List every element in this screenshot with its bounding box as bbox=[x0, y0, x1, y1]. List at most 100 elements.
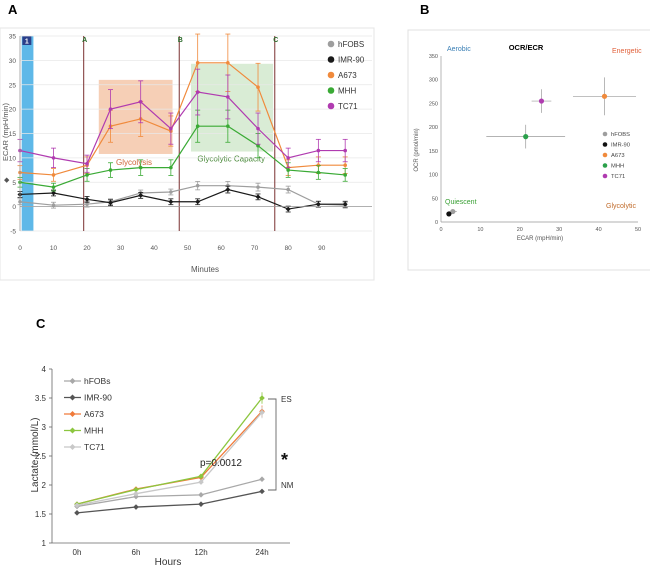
a-legend-marker bbox=[327, 87, 335, 94]
glycolytic-capacity-region bbox=[190, 63, 274, 152]
panel-b-frame bbox=[407, 29, 650, 271]
b-legend-marker bbox=[602, 163, 608, 168]
panel-b-xlabel: ECAR (mpH/min) bbox=[517, 236, 563, 242]
a-point bbox=[226, 95, 230, 99]
c-bracket bbox=[268, 398, 277, 491]
c-legend-label: TC71 bbox=[84, 442, 105, 452]
c-xtick-label: 0h bbox=[73, 548, 82, 557]
a-xtick-label: 40 bbox=[150, 245, 158, 252]
a-point bbox=[138, 165, 143, 170]
b-xtick-label: 40 bbox=[596, 227, 602, 233]
a-xtick-label: 10 bbox=[50, 245, 58, 252]
b-legend-label: hFOBS bbox=[611, 132, 630, 138]
b-ytick-label: 350 bbox=[429, 54, 438, 60]
panel-a-frame bbox=[0, 27, 375, 281]
a-legend-marker bbox=[327, 40, 335, 48]
c-point bbox=[259, 488, 265, 495]
c-point bbox=[259, 476, 265, 482]
b-legend-label: MHH bbox=[611, 164, 624, 170]
a-point bbox=[226, 124, 230, 128]
c-ytick-label: 3.5 bbox=[35, 394, 47, 403]
b-xtick-label: 20 bbox=[517, 227, 523, 233]
c-point bbox=[74, 502, 80, 509]
panel-label-a: A bbox=[8, 2, 18, 17]
b-legend-marker bbox=[602, 152, 608, 158]
a-ytick-label: -5 bbox=[10, 229, 16, 236]
a-ytick-label: 25 bbox=[9, 82, 17, 89]
a-point bbox=[256, 126, 260, 131]
a-xtick-label: 80 bbox=[285, 245, 293, 252]
b-ytick-label: 50 bbox=[432, 196, 438, 202]
a-series-line bbox=[19, 185, 346, 206]
a-xtick-label: 20 bbox=[83, 245, 91, 252]
panel-a-ylabel: ECAR (mpH/min) bbox=[1, 103, 10, 161]
c-xtick-label: 12h bbox=[194, 548, 207, 557]
a-point bbox=[108, 200, 114, 206]
a-point bbox=[343, 163, 347, 167]
a-point bbox=[85, 202, 89, 206]
a-ytick-label: 15 bbox=[9, 131, 17, 138]
panel-b-chart: OCR/ECR 0 50 100 150 200 250 300 350 0 10 20 30 40 50… bbox=[407, 29, 650, 271]
panel-label-c: C bbox=[36, 316, 46, 331]
a-point bbox=[195, 90, 200, 94]
b-ytick-label: 100 bbox=[429, 173, 438, 179]
b-ytick-label: 250 bbox=[429, 101, 438, 107]
a-legend-label: IMR-90 bbox=[338, 56, 365, 65]
b-xtick-label: 0 bbox=[439, 227, 442, 233]
a-point bbox=[286, 156, 290, 160]
panel-b-ylabel: OCR (pmol/min) bbox=[414, 128, 420, 171]
a-point bbox=[84, 196, 90, 202]
a-point bbox=[51, 173, 56, 177]
b-legend-marker bbox=[602, 173, 608, 179]
c-legend-marker bbox=[69, 378, 76, 384]
c-point bbox=[133, 490, 139, 497]
c-ytick-label: 2 bbox=[42, 481, 47, 490]
panel-a-chart: Glycolysis Glycolytic Capacity 1 -5 0 5 10 15 2… bbox=[0, 27, 375, 281]
a-point bbox=[316, 163, 321, 167]
c-ytick-label: 4 bbox=[42, 365, 47, 374]
b-point bbox=[601, 93, 608, 99]
panel-c-xlabel: Hours bbox=[155, 557, 182, 568]
b-point bbox=[523, 134, 529, 140]
baseline-label: 1 bbox=[25, 39, 29, 46]
a-xtick-label: 70 bbox=[251, 245, 259, 252]
a-ytick-label: 0 bbox=[12, 204, 16, 211]
a-point bbox=[285, 206, 291, 212]
a-xtick-label: 30 bbox=[117, 245, 125, 252]
c-point bbox=[74, 510, 80, 516]
a-point bbox=[343, 173, 347, 177]
c-ytick-label: 1.5 bbox=[35, 510, 47, 519]
a-point bbox=[138, 192, 144, 198]
a-point bbox=[316, 148, 321, 153]
c-xtick-label: 24h bbox=[255, 548, 268, 557]
a-point bbox=[315, 201, 321, 207]
a-point bbox=[169, 126, 173, 131]
a-point bbox=[169, 165, 173, 170]
panel-label-b: B bbox=[420, 2, 429, 17]
c-nm-label: NM bbox=[281, 481, 294, 490]
a-point bbox=[286, 187, 290, 192]
c-series-line bbox=[76, 490, 263, 514]
c-point bbox=[198, 492, 204, 498]
c-point bbox=[259, 395, 265, 401]
c-series-line bbox=[76, 397, 263, 505]
a-series-line bbox=[19, 91, 346, 165]
injection-label: C bbox=[273, 37, 278, 44]
c-point bbox=[198, 501, 204, 507]
c-legend-marker bbox=[69, 394, 76, 401]
panel-c-ylabel: Lactate (mmol/L) bbox=[30, 417, 41, 492]
a-point bbox=[138, 100, 143, 104]
c-point bbox=[133, 493, 139, 500]
a-point bbox=[255, 194, 261, 200]
c-legend-label: hFOBs bbox=[84, 376, 110, 386]
a-point bbox=[195, 124, 200, 128]
glycolysis-label: Glycolysis bbox=[116, 158, 152, 167]
glycolytic-capacity-label: Glycolytic Capacity bbox=[197, 154, 265, 163]
b-legend-label: TC71 bbox=[611, 174, 625, 180]
c-point bbox=[133, 486, 139, 493]
c-ytick-label: 2.5 bbox=[35, 452, 47, 461]
b-point bbox=[538, 98, 545, 104]
c-significance-star: * bbox=[281, 450, 288, 470]
a-ytick-label: 35 bbox=[9, 34, 17, 41]
